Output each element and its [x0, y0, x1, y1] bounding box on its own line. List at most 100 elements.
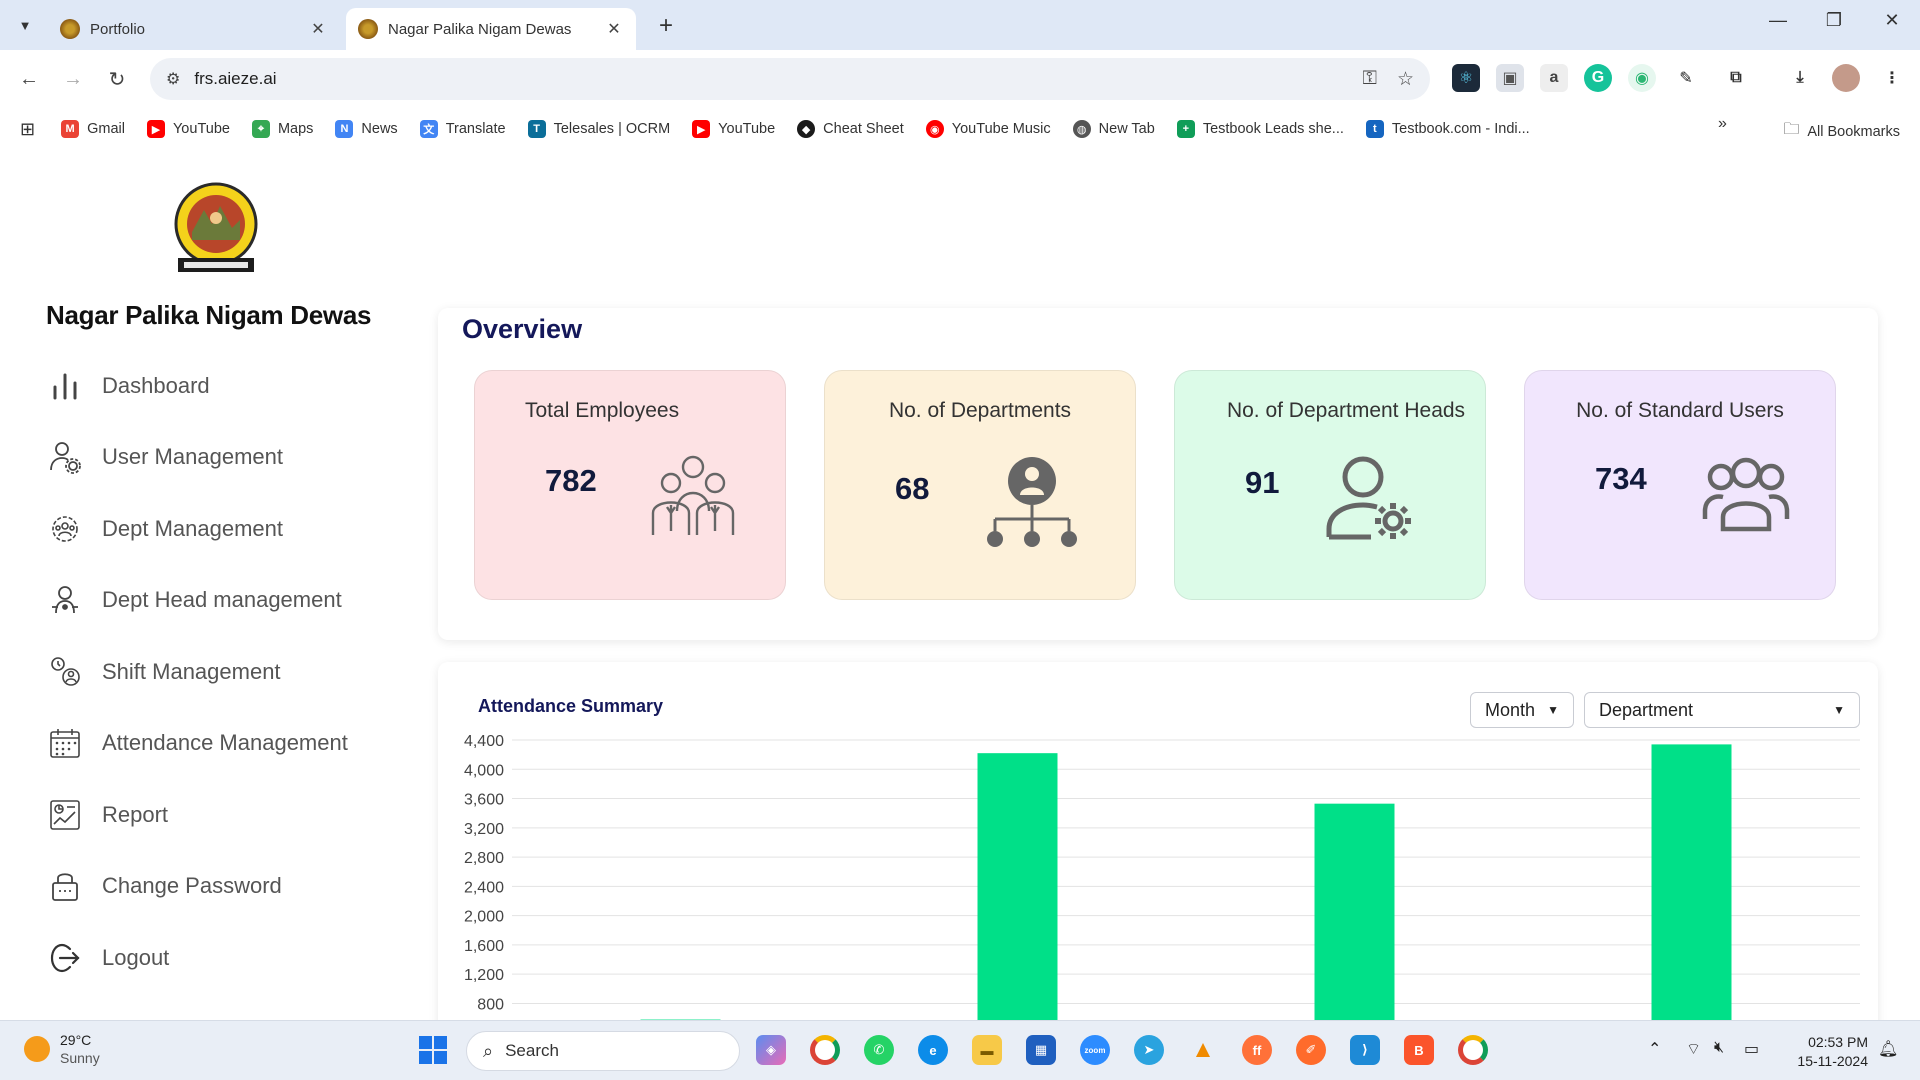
more-bookmarks-icon[interactable]: »: [1718, 115, 1727, 132]
sidebar-item-dept-head-management[interactable]: Dept Head management: [48, 565, 348, 637]
address-bar[interactable]: ⚙ frs.aieze.ai ⚿ ☆: [150, 58, 1430, 100]
card-department-heads[interactable]: No. of Department Heads 91: [1174, 370, 1486, 600]
zoom-icon[interactable]: zoom: [1080, 1035, 1110, 1065]
sidebar-item-dashboard[interactable]: Dashboard: [48, 350, 348, 422]
chevron-down-icon: ▼: [18, 17, 32, 33]
bookmark-cheat-sheet[interactable]: ◆ Cheat Sheet: [797, 120, 904, 138]
bar[interactable]: [977, 753, 1058, 1062]
window-close-button[interactable]: ✕: [1884, 10, 1900, 30]
bookmark-label: YouTube: [718, 121, 776, 137]
speaker-muted-icon[interactable]: 🔇︎: [1714, 1039, 1725, 1056]
file-explorer-icon[interactable]: ▬: [972, 1035, 1002, 1065]
sidebar-item-label: Attendance Management: [102, 730, 348, 756]
bookmark-star-icon[interactable]: ☆: [1396, 68, 1414, 90]
weather-widget[interactable]: 29°C Sunny: [24, 1031, 100, 1067]
extension-icon[interactable]: ◉: [1628, 64, 1656, 92]
react-devtools-icon[interactable]: ⚛: [1452, 64, 1480, 92]
back-button[interactable]: ←: [19, 67, 39, 90]
windows-start-icon[interactable]: [418, 1035, 448, 1065]
bookmark-telesales[interactable]: T Telesales | OCRM: [527, 120, 670, 138]
org-name: Nagar Palika Nigam Dewas: [46, 300, 372, 330]
reload-button[interactable]: ↻: [108, 68, 126, 91]
password-key-icon[interactable]: ⚿: [1362, 68, 1377, 89]
sidebar-item-attendance-management[interactable]: Attendance Management: [48, 708, 348, 780]
gmail-icon: M: [61, 120, 80, 138]
store-icon[interactable]: ▦: [1026, 1035, 1056, 1065]
all-bookmarks-button[interactable]: 🗀 All Bookmarks: [1783, 118, 1900, 145]
apps-grid-icon[interactable]: ⊞: [20, 118, 36, 139]
restore-button[interactable]: ❐: [1825, 10, 1843, 30]
card-total-employees[interactable]: Total Employees 782: [474, 370, 786, 600]
bookmark-label: YouTube Music: [951, 121, 1051, 137]
vlc-icon[interactable]: ▲: [1191, 1036, 1215, 1063]
bookmark-testbook[interactable]: t Testbook.com - Indi...: [1365, 120, 1530, 138]
bookmark-label: New Tab: [1098, 121, 1155, 137]
sidebar: Nagar Palika Nigam Dewas Dashboard User …: [0, 150, 430, 1020]
brave-icon[interactable]: B: [1404, 1035, 1434, 1065]
overview-title: Overview: [462, 314, 583, 344]
bookmark-gmail[interactable]: M Gmail: [61, 120, 125, 138]
bar[interactable]: [1651, 744, 1732, 1062]
sidebar-item-shift-management[interactable]: Shift Management: [48, 636, 348, 708]
firefox-icon[interactable]: ff: [1242, 1035, 1272, 1065]
telegram-icon[interactable]: ➤: [1134, 1035, 1164, 1065]
eyedropper-icon[interactable]: ✎: [1679, 70, 1693, 87]
close-icon[interactable]: ✕: [607, 21, 621, 38]
grammarly-icon[interactable]: G: [1584, 64, 1612, 92]
sidebar-item-dept-management[interactable]: Dept Management: [48, 493, 348, 565]
bookmark-youtube-music[interactable]: ◉ YouTube Music: [925, 120, 1051, 138]
department-select[interactable]: Department ▼: [1584, 692, 1860, 728]
bookmark-youtube-2[interactable]: ▶ YouTube: [692, 120, 775, 138]
copilot-icon[interactable]: ◈: [756, 1035, 786, 1065]
folder-icon: 🗀: [1783, 121, 1800, 138]
bar[interactable]: [1314, 803, 1395, 1062]
profile-avatar[interactable]: [1832, 64, 1860, 92]
notification-bell-icon[interactable]: 🔔︎: [1878, 1041, 1899, 1058]
sidebar-item-report[interactable]: Report: [48, 779, 348, 851]
minimize-button[interactable]: —: [1769, 10, 1787, 30]
chrome-profile-icon[interactable]: [1458, 1035, 1488, 1065]
tab-nagar-palika[interactable]: Nagar Palika Nigam Dewas ✕: [346, 8, 636, 50]
sidebar-item-label: Dashboard: [102, 372, 210, 398]
sidebar-item-user-management[interactable]: User Management: [48, 422, 348, 494]
tray-chevron-up-icon[interactable]: ⌃: [1648, 1041, 1662, 1058]
lock-icon: [48, 869, 82, 903]
amazon-extension-icon[interactable]: a: [1540, 64, 1568, 92]
bookmark-news[interactable]: N News: [335, 120, 398, 138]
bookmark-testbook-leads[interactable]: + Testbook Leads she...: [1176, 120, 1344, 138]
new-tab-button[interactable]: +: [658, 12, 673, 39]
download-icon[interactable]: ⤓: [1796, 69, 1804, 86]
edge-icon[interactable]: e: [918, 1035, 948, 1065]
card-departments[interactable]: No. of Departments 68: [824, 370, 1136, 600]
site-info-icon[interactable]: ⚙: [166, 71, 181, 88]
url-text[interactable]: frs.aieze.ai: [194, 69, 277, 88]
extensions-puzzle-icon[interactable]: ⧉: [1730, 69, 1742, 86]
search-icon: ⌕: [483, 1040, 494, 1061]
postman-icon[interactable]: ✐: [1296, 1035, 1326, 1065]
system-clock[interactable]: 02:53 PM 15-11-2024: [1768, 1033, 1868, 1071]
card-standard-users[interactable]: No. of Standard Users 734: [1524, 370, 1836, 600]
kebab-menu-icon[interactable]: ⋮: [1884, 70, 1900, 87]
bookmark-new-tab[interactable]: ◍ New Tab: [1072, 120, 1155, 138]
tab-search-button[interactable]: ▼: [10, 10, 40, 40]
vscode-icon[interactable]: ⟩: [1350, 1035, 1380, 1065]
bookmark-translate[interactable]: 文 Translate: [419, 120, 506, 138]
whatsapp-icon[interactable]: ✆: [864, 1035, 894, 1065]
user-settings-icon: [48, 440, 82, 475]
close-icon[interactable]: ✕: [311, 21, 325, 38]
sidebar-item-logout[interactable]: Logout: [48, 922, 348, 994]
month-select[interactable]: Month ▼: [1470, 692, 1574, 728]
tab-portfolio[interactable]: Portfolio ✕: [48, 8, 340, 50]
battery-icon[interactable]: ▭: [1744, 1041, 1760, 1058]
sidebar-item-change-password[interactable]: Change Password: [48, 851, 348, 923]
wifi-icon[interactable]: ⌔: [1686, 1041, 1702, 1058]
extension-icon[interactable]: ▣: [1496, 64, 1524, 92]
bookmark-maps[interactable]: ⌖ Maps: [251, 120, 313, 138]
forward-button[interactable]: →: [63, 67, 83, 90]
cheat-sheet-icon: ◆: [797, 120, 816, 138]
sidebar-item-label: Logout: [102, 944, 170, 970]
bookmark-youtube[interactable]: ▶ YouTube: [146, 120, 230, 138]
clock-time: 02:53 PM: [1808, 1034, 1868, 1050]
taskbar-search[interactable]: ⌕ Search: [466, 1031, 740, 1071]
chrome-icon[interactable]: [810, 1035, 840, 1065]
